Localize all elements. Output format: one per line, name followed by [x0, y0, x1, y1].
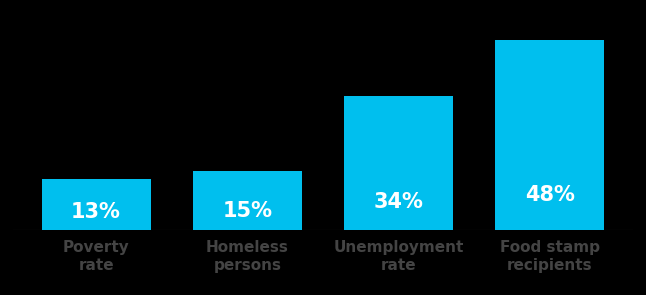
Bar [193, 171, 302, 230]
Text: 13%: 13% [71, 202, 121, 222]
Text: 48%: 48% [525, 185, 575, 205]
Text: 34%: 34% [373, 192, 424, 212]
Bar [495, 40, 605, 230]
Bar [344, 96, 453, 230]
Bar [41, 179, 151, 230]
Text: 15%: 15% [222, 201, 273, 221]
